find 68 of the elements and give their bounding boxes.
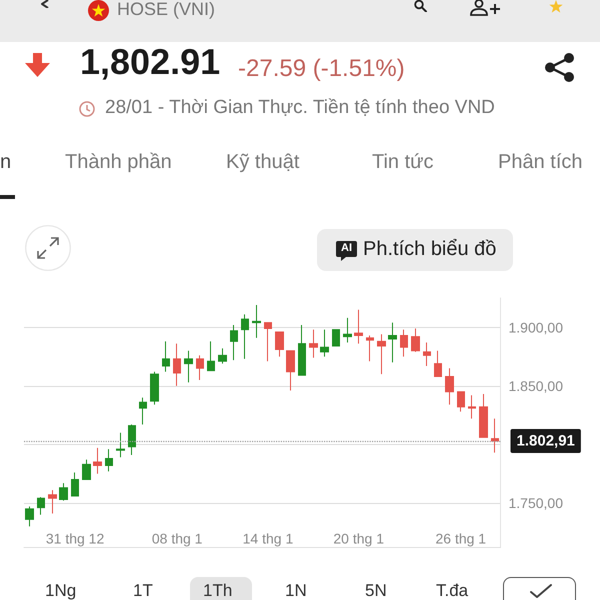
candlestick: [320, 329, 329, 358]
candlestick: [162, 340, 170, 372]
y-tick-label: 1.850,00: [508, 378, 564, 394]
candlestick: [275, 331, 284, 358]
chart-title: HOSE (VNI): [117, 0, 216, 19]
x-tick-label: 14 thg 1: [242, 530, 294, 546]
text: Kỹ thuật: [226, 151, 300, 173]
candlestick: [48, 490, 57, 514]
y-tick-label: 1.900,00: [508, 319, 564, 336]
candlestick: [491, 418, 499, 454]
text: Tin tức: [372, 151, 434, 173]
text: T.đa: [436, 581, 468, 600]
candlestick: [116, 432, 125, 458]
x-tick-label: 20 thg 1: [333, 530, 384, 546]
candlestick: [207, 340, 215, 372]
candlestick: [366, 334, 374, 362]
x-tick-label: 26 thg 1: [435, 530, 486, 546]
candlestick: [423, 342, 431, 366]
candlestick: [332, 329, 340, 347]
text: 1,802.91: [80, 41, 220, 82]
chart-subtitle: 28/01 - Thời Gian Thực. Tiền tệ tính theo VND: [105, 97, 495, 118]
candlestick: [479, 394, 488, 438]
text: 5N: [365, 581, 387, 600]
candlestick: [468, 394, 476, 420]
candlestick: [139, 397, 147, 426]
text: Thành phần: [65, 151, 172, 173]
x-tick-label: 31 thg 12: [46, 530, 104, 546]
candlestick: [241, 314, 249, 360]
text: Phân tích: [498, 151, 583, 173]
candlestick: [343, 317, 352, 344]
candlestick: [71, 472, 79, 496]
candlestick: [411, 328, 420, 352]
candlestick: [298, 324, 306, 376]
candlestick: [184, 350, 193, 383]
text: AI: [341, 242, 352, 254]
candlestick: [218, 348, 227, 364]
candlestick: [128, 424, 136, 456]
ref-line-label: 1.802,91: [516, 432, 575, 450]
x-tick-label: 08 thg 1: [152, 530, 203, 546]
candlestick: [388, 322, 397, 363]
candlestick: [252, 304, 261, 338]
text: n: [0, 151, 12, 173]
text: Ph.tích biểu đồ: [363, 238, 496, 260]
candlestick: [286, 350, 295, 392]
candlestick: [25, 506, 34, 527]
candlestick: [93, 447, 102, 474]
candlestick: [105, 448, 113, 472]
text: 1T: [133, 581, 153, 600]
candlestick: [400, 329, 408, 358]
text: 1N: [285, 581, 307, 600]
y-tick-label: 1.750,00: [508, 494, 564, 511]
candlestick: [150, 371, 159, 406]
candlestick: [59, 482, 68, 502]
candlestick: [264, 322, 272, 362]
candlestick: [230, 324, 238, 361]
candlestick: [457, 391, 465, 412]
candlestick: [377, 334, 386, 375]
text: 1Th: [203, 581, 232, 600]
candlestick: [434, 350, 442, 377]
candlestick: [309, 329, 318, 358]
candlestick: [196, 354, 204, 380]
candlestick: [445, 368, 454, 406]
text: 1Ng: [45, 581, 76, 600]
candlestick: [173, 343, 181, 386]
candlestick: [37, 496, 45, 516]
candlestick: [82, 459, 91, 480]
text: -27.59 (-1.51%): [238, 55, 405, 82]
candlestick: [354, 309, 363, 344]
